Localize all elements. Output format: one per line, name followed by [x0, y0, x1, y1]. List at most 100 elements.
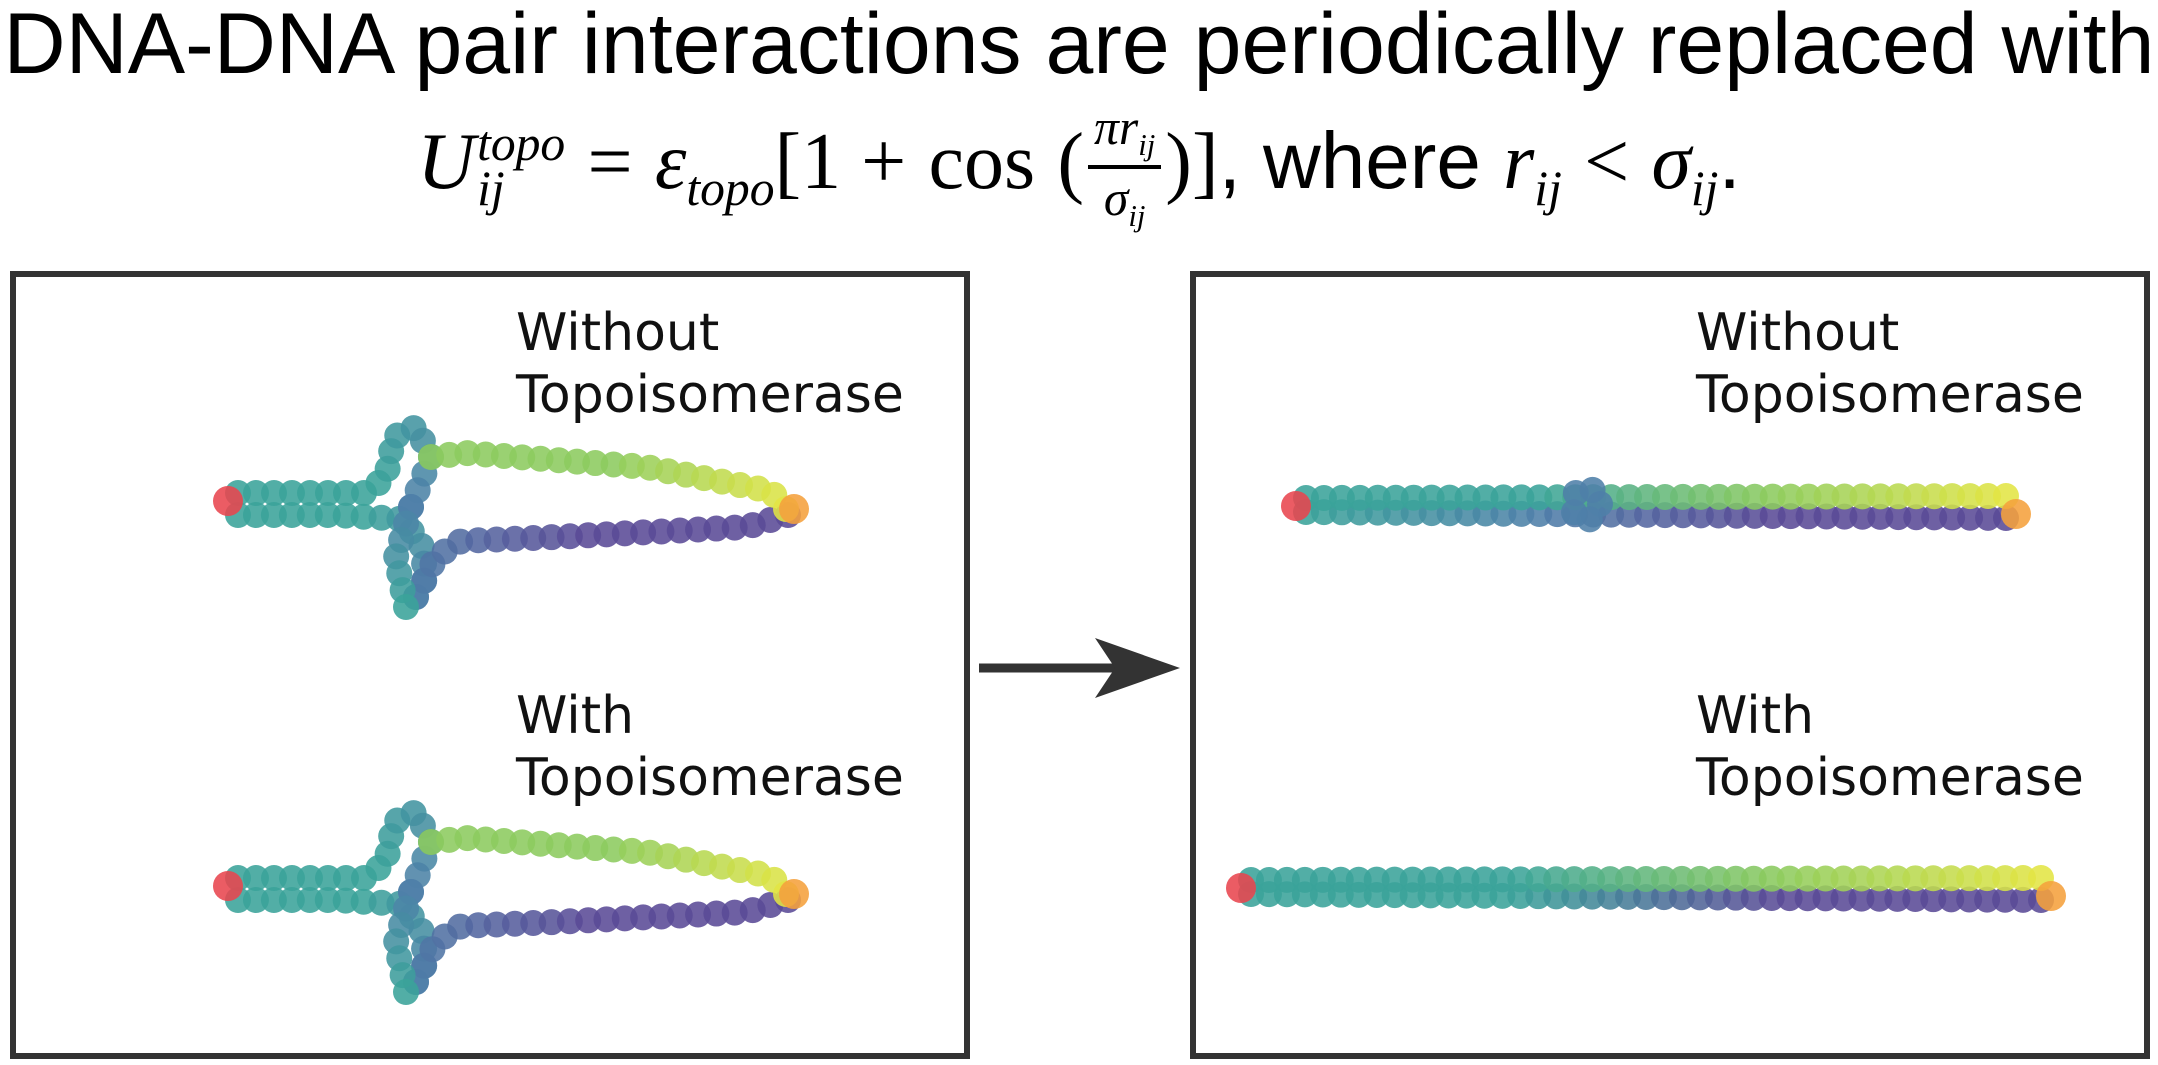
- dna-bead: [1956, 865, 1983, 892]
- dna-bead: [1650, 884, 1677, 911]
- dna-bead: [314, 480, 341, 506]
- panel-after: Without Topoisomerase With Topoisomerase: [1190, 271, 2150, 1059]
- dna-bead: [260, 502, 287, 528]
- dna-bead: [1813, 483, 1840, 510]
- dna-bead: [1884, 865, 1911, 892]
- dna-bead: [1975, 504, 2002, 531]
- panel-before: Without Topoisomerase With Topoisomerase: [10, 271, 970, 1059]
- dna-bead: [1543, 866, 1570, 893]
- dna-bead: [1866, 885, 1893, 912]
- dna-bead: [1866, 865, 1893, 892]
- dna-bead: [1508, 484, 1535, 511]
- formula-u-sub: ij: [477, 160, 505, 216]
- dna-bead: [1471, 866, 1498, 893]
- dna-bead: [1668, 865, 1695, 892]
- dna-knot-bead: [1561, 499, 1588, 526]
- condition-sigma: σ: [1651, 118, 1691, 206]
- dna-bead: [1939, 483, 1966, 510]
- dna-bead: [1723, 483, 1750, 510]
- dna-end-bead: [213, 486, 243, 516]
- dna-bead: [393, 594, 419, 620]
- dna-bead: [1776, 865, 1803, 892]
- dna-drawing-after: [1226, 476, 2066, 913]
- dna-bead: [1759, 483, 1786, 510]
- figure-heading: DNA-DNA pair interactions are periodical…: [3, 0, 2155, 92]
- dna-bead: [1813, 503, 1840, 530]
- dna-bead: [242, 502, 269, 528]
- dna-bead: [1867, 503, 1894, 530]
- fraction-numerator: πr: [1094, 99, 1139, 155]
- dna-bead: [1957, 483, 1984, 510]
- dna-bead: [1669, 483, 1696, 510]
- dna-bead: [2010, 886, 2037, 913]
- dna-bead: [1345, 866, 1372, 893]
- dna-bead: [1812, 865, 1839, 892]
- dna-bead: [1615, 866, 1642, 893]
- dna-bead: [1382, 484, 1409, 511]
- dna-bead: [278, 502, 305, 528]
- formula-epsilon-sub: topo: [686, 161, 775, 216]
- dna-bead: [1561, 866, 1588, 893]
- formula-epsilon: ε: [654, 118, 687, 206]
- dna-bead: [1291, 866, 1318, 893]
- dna-bead: [1453, 866, 1480, 893]
- dna-bead: [1830, 885, 1857, 912]
- dna-bead: [1472, 484, 1499, 511]
- dna-bead: [1687, 483, 1714, 510]
- dna-bead: [1722, 884, 1749, 911]
- dna-bead: [260, 865, 287, 891]
- dna-bead: [1848, 885, 1875, 912]
- dna-bead: [296, 480, 323, 506]
- dna-bead: [1579, 866, 1606, 893]
- dna-bead: [1436, 484, 1463, 511]
- label-before-with-topo: With Topoisomerase: [516, 686, 904, 808]
- dna-bead: [1867, 483, 1894, 510]
- dna-bead: [1741, 483, 1768, 510]
- dna-bead: [296, 865, 323, 891]
- dna-bead: [1328, 484, 1355, 511]
- formula-period: .: [1718, 116, 1741, 205]
- dna-bead: [1490, 484, 1517, 511]
- dna-bead: [1615, 883, 1642, 910]
- dna-bead: [242, 865, 269, 891]
- dna-end-bead: [213, 871, 243, 901]
- dna-bead: [630, 519, 657, 546]
- dna-bead: [1454, 484, 1481, 511]
- fraction-denominator: σ: [1103, 170, 1129, 226]
- dna-end-bead: [1226, 873, 1256, 903]
- dna-bead: [1885, 504, 1912, 531]
- dna-bead: [1920, 865, 1947, 892]
- dna-bead: [1309, 866, 1336, 893]
- dna-bead: [1616, 484, 1643, 511]
- dna-bead: [1526, 484, 1553, 511]
- dna-bead: [483, 526, 510, 553]
- dna-bead: [1705, 483, 1732, 510]
- dna-bead: [1705, 502, 1732, 529]
- dna-end-bead: [2001, 499, 2031, 529]
- condition-sigma-sub: ij: [1690, 161, 1719, 216]
- dna-bead: [685, 901, 712, 928]
- dna-bead: [703, 515, 730, 542]
- dna-bead: [483, 911, 510, 938]
- dna-bead: [520, 524, 547, 551]
- dna-bead: [1903, 483, 1930, 510]
- dna-bead: [1525, 866, 1552, 893]
- dna-bead: [1776, 885, 1803, 912]
- dna-bead: [1722, 865, 1749, 892]
- dna-bead: [465, 912, 492, 939]
- dna-bead: [1921, 483, 1948, 510]
- dna-bead: [1921, 504, 1948, 531]
- dna-bead: [1938, 886, 1965, 913]
- dna-bead: [1255, 866, 1282, 893]
- dna-bead: [242, 480, 269, 506]
- dna-bead: [1489, 866, 1516, 893]
- dna-bead: [1956, 886, 1983, 913]
- dna-bead: [1686, 865, 1713, 892]
- dna-bead: [1848, 865, 1875, 892]
- dna-bead: [1831, 483, 1858, 510]
- fraction-denominator-sub: ij: [1128, 198, 1146, 233]
- dna-bead: [1704, 865, 1731, 892]
- dna-bead: [296, 502, 323, 528]
- dna-bead: [314, 865, 341, 891]
- dna-bead: [1381, 866, 1408, 893]
